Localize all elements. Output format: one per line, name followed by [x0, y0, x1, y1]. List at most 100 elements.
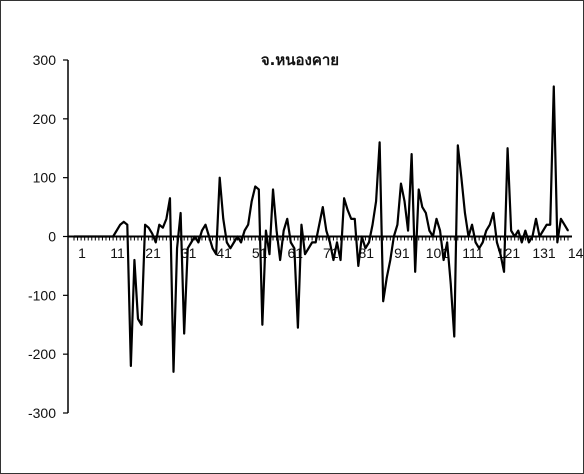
data-point: [414, 271, 416, 273]
data-point: [151, 232, 153, 235]
data-point: [204, 223, 207, 226]
data-point: [286, 218, 289, 220]
data-point: [265, 229, 267, 232]
data-point: [510, 229, 512, 232]
data-point: [275, 229, 278, 232]
data-point: [307, 247, 310, 250]
data-point: [218, 176, 221, 179]
data-point: [364, 247, 367, 250]
x-tick-label: 41: [216, 245, 232, 261]
data-point: [521, 241, 523, 244]
data-point: [147, 226, 150, 229]
data-point: [353, 218, 356, 220]
data-point: [222, 218, 225, 220]
data-point: [432, 235, 434, 238]
data-point: [485, 229, 488, 232]
data-point: [471, 223, 473, 226]
data-point: [272, 188, 274, 191]
data-point: [119, 223, 121, 226]
data-point: [410, 153, 413, 155]
data-point: [169, 197, 171, 200]
data-point: [496, 241, 498, 244]
data-point: [329, 241, 331, 244]
data-point: [80, 235, 82, 238]
data-point: [176, 247, 178, 250]
data-point: [130, 365, 132, 367]
data-point: [517, 229, 520, 232]
data-point: [179, 212, 182, 214]
data-point: [425, 212, 427, 214]
data-point: [240, 241, 242, 244]
data-point: [90, 235, 93, 238]
data-point: [293, 247, 296, 250]
y-tick-label: 200: [33, 111, 57, 127]
data-point: [73, 235, 75, 238]
data-point: [346, 209, 349, 211]
data-point: [449, 282, 452, 285]
data-point: [385, 276, 388, 279]
data-point: [133, 259, 136, 261]
data-point: [556, 241, 559, 244]
data-point: [467, 235, 470, 238]
data-point: [435, 218, 438, 220]
data-point: [254, 185, 257, 188]
data-point: [474, 241, 477, 244]
x-tick-label: 31: [181, 245, 197, 261]
data-point: [186, 247, 189, 250]
data-point: [545, 223, 548, 226]
data-point: [389, 259, 392, 261]
data-point: [314, 241, 317, 244]
data-point: [98, 235, 100, 238]
y-tick-label: -200: [28, 346, 56, 362]
data-point: [446, 241, 448, 244]
data-point: [524, 229, 527, 232]
data-point: [250, 200, 253, 202]
data-point: [101, 235, 104, 238]
data-point: [350, 218, 353, 220]
data-point: [560, 218, 562, 220]
data-point: [311, 241, 313, 244]
data-point: [361, 235, 363, 238]
data-point: [94, 235, 97, 238]
data-point: [417, 188, 420, 191]
x-tick-label: 81: [359, 245, 375, 261]
data-point: [258, 188, 260, 191]
data-point: [460, 176, 463, 179]
data-point: [137, 318, 139, 320]
data-point: [158, 223, 161, 226]
data-point: [506, 147, 509, 150]
data-point: [321, 206, 324, 208]
data-point: [229, 247, 232, 250]
data-point: [300, 223, 303, 226]
x-tick-label: 1: [78, 245, 86, 261]
x-tick-label: 131: [532, 245, 556, 261]
y-tick-label: 300: [33, 52, 57, 68]
data-point: [247, 223, 249, 226]
data-point: [368, 241, 370, 244]
data-point: [513, 235, 516, 238]
data-point: [528, 241, 530, 244]
data-point: [552, 85, 555, 88]
data-point: [357, 265, 360, 267]
data-point: [439, 229, 441, 232]
data-point: [464, 212, 466, 214]
data-point: [279, 259, 281, 261]
data-point: [325, 229, 328, 232]
data-point: [403, 200, 406, 202]
y-tick-label: -100: [28, 287, 56, 303]
y-tick-label: 0: [48, 229, 56, 245]
data-point: [489, 223, 491, 226]
data-point: [115, 229, 118, 232]
data-point: [289, 241, 292, 244]
data-point: [105, 235, 107, 238]
data-point: [190, 241, 193, 244]
x-tick-label: 91: [394, 245, 410, 261]
data-point: [211, 247, 214, 250]
data-point: [243, 229, 246, 232]
data-point: [549, 223, 552, 226]
data-point: [268, 253, 271, 255]
data-point: [208, 235, 210, 238]
data-point: [83, 235, 86, 238]
data-point: [201, 229, 203, 232]
data-point: [428, 229, 431, 232]
